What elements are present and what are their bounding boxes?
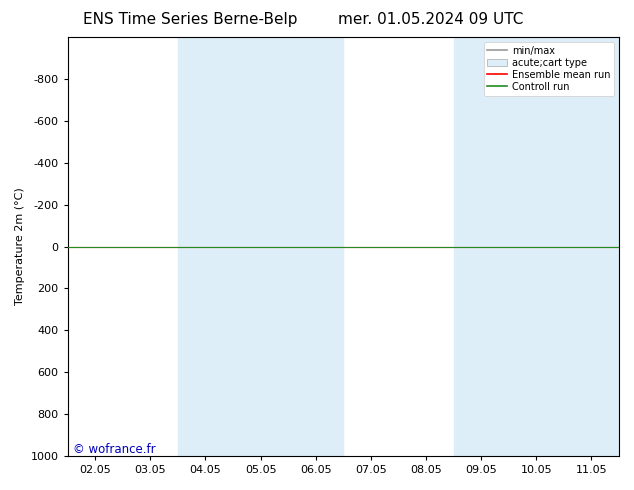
Legend: min/max, acute;cart type, Ensemble mean run, Controll run: min/max, acute;cart type, Ensemble mean … bbox=[484, 42, 614, 96]
Y-axis label: Temperature 2m (°C): Temperature 2m (°C) bbox=[15, 188, 25, 305]
Text: ENS Time Series Berne-Belp: ENS Time Series Berne-Belp bbox=[83, 12, 297, 27]
Text: © wofrance.fr: © wofrance.fr bbox=[73, 443, 156, 456]
Bar bbox=[453, 37, 619, 456]
Bar bbox=[178, 37, 343, 456]
Text: mer. 01.05.2024 09 UTC: mer. 01.05.2024 09 UTC bbox=[339, 12, 524, 27]
